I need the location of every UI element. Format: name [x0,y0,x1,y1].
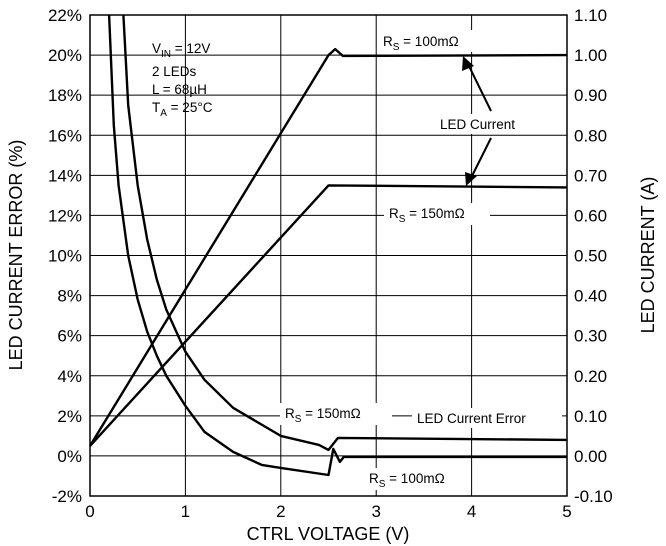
y-right-tick-label: 0.00 [574,447,607,466]
y-right-tick-label: 1.10 [574,6,607,25]
y-right-tick-label: 0.40 [574,287,607,306]
y-right-tick-label: 0.10 [574,407,607,426]
y-left-tick-label: 10% [48,247,82,266]
y-right-tick-label: 0.70 [574,166,607,185]
y-left-tick-label: 4% [57,367,82,386]
y-right-tick-label: 0.60 [574,206,607,225]
condition-inductor: L = 68µH [152,82,207,97]
label-bg-led-current-error [412,408,562,428]
label-bg-led-current [436,114,532,134]
y-right-tick-label: -0.10 [574,487,613,506]
y-left-tick-label: 8% [57,287,82,306]
label-bg-rs100-current [378,30,502,52]
y-left-tick-label: 14% [48,166,82,185]
plot-border [89,14,568,497]
y-right-tick-label: 0.50 [574,247,607,266]
y-right-tick-label: 0.20 [574,367,607,386]
condition-leds: 2 LEDs [152,64,197,79]
x-tick-label: 0 [85,502,94,521]
x-tick-label: 3 [371,502,380,521]
condition-temp: TA = 25°C [152,100,213,119]
y-left-tick-label: 12% [48,206,82,225]
y-left-tick-label: 0% [57,447,82,466]
label-led-current-error: LED Current Error [417,411,526,426]
series-led-current-rs150 [89,184,568,447]
callout-arrow-upper-shaft [466,61,492,112]
y-left-tick-label: 2% [57,407,82,426]
label-rs150-current: RS = 150mΩ [389,206,465,225]
y-left-tick-label: 22% [48,6,82,25]
label-bg-rs150-current [384,203,490,225]
y-left-tick-label: 6% [57,327,82,346]
callout-arrow-lower-shaft [469,137,492,181]
x-axis-title: CTRL VOLTAGE (V) [247,524,410,544]
condition-vin: VIN = 12V [152,41,210,60]
label-bg-rs150-error [280,403,392,425]
callout-arrowhead-lower [465,172,477,186]
y-left-axis-title: LED CURRENT ERROR (%) [6,140,26,371]
y-right-tick-label: 1.00 [574,46,607,65]
callout-arrowhead-upper [462,56,474,71]
x-tick-label: 4 [467,502,476,521]
y-right-axis-title: LED CURRENT (A) [638,177,658,334]
y-right-tick-label: 0.80 [574,126,607,145]
label-rs150-error: RS = 150mΩ [285,406,361,425]
series-group [88,14,568,477]
y-left-tick-label: 16% [48,126,82,145]
label-led-current: LED Current [440,117,515,132]
plot-frame [89,14,568,497]
x-tick-label: 5 [562,502,571,521]
series-error-rs100 [107,14,567,477]
y-left-tick-label: 20% [48,46,82,65]
x-tick-label: 2 [276,502,285,521]
y-right-tick-label: 0.90 [574,86,607,105]
label-rs100-error: RS = 100mΩ [369,471,445,490]
tick-labels: -2% 0% 2% 4% 6% 8% 10% 12% 14% 16% 18% 20% 22% -0.10 0… [48,6,613,521]
label-bg-rs100-error [364,468,466,490]
series-led-current-rs100 [88,47,568,447]
series-error-rs150 [122,14,568,452]
label-rs100-current: RS = 100mΩ [383,34,459,53]
y-left-tick-label: 18% [48,86,82,105]
y-left-tick-label: -2% [52,487,82,506]
y-right-tick-label: 0.30 [574,327,607,346]
x-tick-label: 1 [181,502,190,521]
